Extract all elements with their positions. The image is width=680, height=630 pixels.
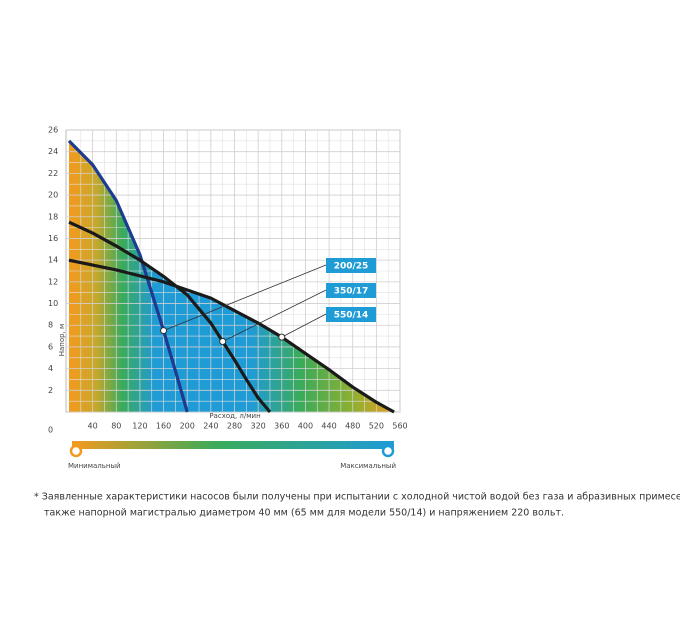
- x-tick-label: 480: [345, 422, 360, 431]
- footnote: * Заявленные характеристики насосов были…: [34, 492, 680, 503]
- scale-max-label: Максимальный: [340, 462, 396, 470]
- scale-min-label: Минимальный: [68, 462, 121, 470]
- x-tick-label: 520: [369, 422, 384, 431]
- y-tick-label: 24: [48, 147, 58, 156]
- scale-max-dot: [381, 444, 395, 458]
- y-tick-label: 8: [48, 321, 53, 330]
- x-axis-label: Расход, л/мин: [209, 412, 260, 420]
- x-tick-label: 320: [251, 422, 266, 431]
- y-tick-label: 18: [48, 212, 58, 221]
- y-tick-label: 22: [48, 169, 58, 178]
- x-tick-label: 40: [88, 422, 98, 431]
- legend-box: [326, 283, 376, 298]
- leader-line: [163, 264, 327, 332]
- legend-label: 200/25: [334, 262, 369, 272]
- legend-label: 550/14: [334, 311, 369, 321]
- color-scale: [72, 441, 394, 449]
- marker: [278, 333, 286, 341]
- leader-line: [222, 289, 327, 342]
- scale-min-dot: [69, 444, 83, 458]
- curve: [67, 139, 189, 413]
- y-tick-label: 16: [48, 234, 58, 243]
- curve: [68, 220, 272, 414]
- x-tick-label: 440: [321, 422, 336, 431]
- x-tick-label: 280: [227, 422, 242, 431]
- y-tick-label: 6: [48, 342, 53, 351]
- y-tick-label: 2: [48, 386, 53, 395]
- x-tick-label: 80: [111, 422, 121, 431]
- x-tick-label: 200: [180, 422, 195, 431]
- y-tick-label: 14: [48, 256, 58, 265]
- legend-box: [326, 258, 376, 273]
- marker: [160, 327, 168, 335]
- x-tick-label: 360: [274, 422, 289, 431]
- y-tick-label: 26: [48, 126, 58, 135]
- x-tick-label: 400: [298, 422, 313, 431]
- x-tick-label: 160: [156, 422, 171, 431]
- legend-box: [326, 307, 376, 322]
- legend-label: 350/17: [334, 287, 369, 297]
- x-tick-label: 240: [203, 422, 218, 431]
- y-axis-label: Напор, м: [58, 324, 66, 357]
- marker: [219, 338, 227, 345]
- y-tick-label: 0: [48, 426, 53, 435]
- y-tick-label: 10: [48, 299, 58, 308]
- y-tick-label: 4: [48, 364, 53, 373]
- x-tick-label: 560: [392, 422, 407, 431]
- x-tick-label: 120: [132, 422, 147, 431]
- leader-line: [281, 313, 327, 338]
- y-tick-label: 20: [48, 191, 58, 200]
- footnote: также напорной магистралью диаметром 40 …: [44, 508, 564, 519]
- y-tick-label: 12: [48, 277, 58, 286]
